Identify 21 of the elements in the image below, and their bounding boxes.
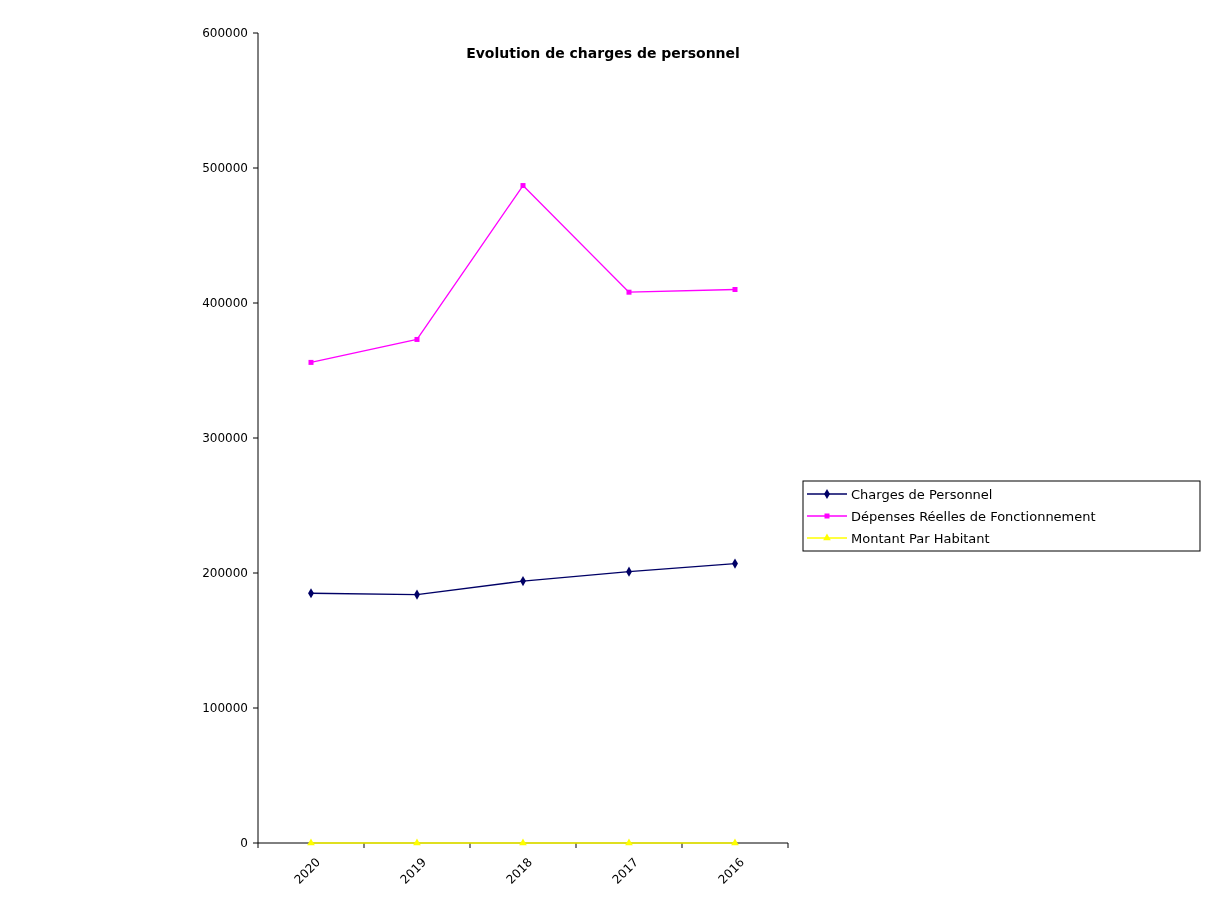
point <box>732 287 738 292</box>
y-tick-label: 500000 <box>202 161 248 176</box>
legend-label: Dépenses Réelles de Fonctionnement <box>851 508 1096 524</box>
point <box>413 838 421 846</box>
y-tick-label: 100000 <box>202 701 248 716</box>
y-tick-label: 0 <box>240 836 248 851</box>
point <box>308 359 314 365</box>
text: Evolution de charges de personnel <box>466 45 740 61</box>
y-tick-label: 200000 <box>202 566 248 581</box>
y-tick-label: 400000 <box>202 296 248 311</box>
point <box>414 336 420 342</box>
point <box>307 838 315 846</box>
point <box>731 838 739 846</box>
y-tick-label: 300000 <box>202 431 248 446</box>
legend-label: Montant Par Habitant <box>851 530 990 546</box>
point <box>519 838 527 846</box>
point <box>625 838 633 846</box>
y-tick-label: 600000 <box>202 26 248 41</box>
point <box>520 183 526 189</box>
legend-label: Charges de Personnel <box>851 486 993 502</box>
point <box>626 289 632 295</box>
